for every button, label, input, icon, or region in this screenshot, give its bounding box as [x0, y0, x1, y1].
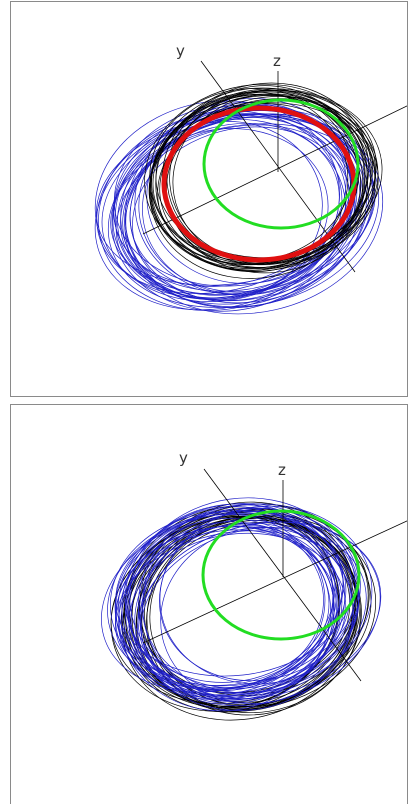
orbit-plot-top: y z: [10, 1, 408, 397]
orbit-trace: [121, 506, 334, 698]
orbit-trace: [124, 104, 363, 308]
y-axis-label: y: [176, 42, 185, 60]
orbit-trace: [124, 122, 340, 296]
z-axis-label: z: [273, 52, 281, 70]
green-orbit: [202, 98, 360, 230]
orbit-trace: [129, 497, 356, 689]
orbit-trace: [130, 519, 343, 701]
orbit-trace: [124, 113, 384, 315]
orbit-trace: [115, 124, 354, 300]
orbit-plot-bottom: y z: [10, 404, 408, 804]
orbit-trace: [107, 510, 347, 690]
orbit-trace: [137, 521, 381, 706]
x-axis: [142, 105, 407, 235]
orbit-trace: [118, 529, 337, 701]
orbit-trace: [121, 515, 340, 708]
orbit-plot-bottom-canvas: y z: [101, 449, 407, 721]
orbit-trace: [94, 100, 340, 302]
green-orbit: [201, 509, 361, 641]
orbit-trace: [120, 115, 375, 302]
orbit-trace: [144, 83, 370, 266]
y-axis-label: y: [179, 449, 188, 467]
orbit-trace: [151, 93, 371, 265]
orbit-plot-top-canvas: y z: [94, 42, 407, 315]
blue-orbit-bundle: [101, 497, 382, 712]
orbit-trace: [149, 95, 376, 272]
orbit-trace: [124, 503, 336, 683]
orbit-trace: [137, 504, 346, 698]
orbit-trace: [96, 112, 366, 286]
red-orbit: [161, 105, 357, 263]
orbit-trace: [101, 511, 344, 693]
z-axis-label: z: [278, 461, 286, 479]
blue-orbit-bundle: [94, 98, 384, 315]
orbit-trace: [94, 114, 347, 311]
y-axis: [203, 468, 362, 682]
orbit-trace: [117, 128, 329, 300]
x-axis: [142, 520, 407, 644]
orbit-trace: [120, 524, 339, 699]
